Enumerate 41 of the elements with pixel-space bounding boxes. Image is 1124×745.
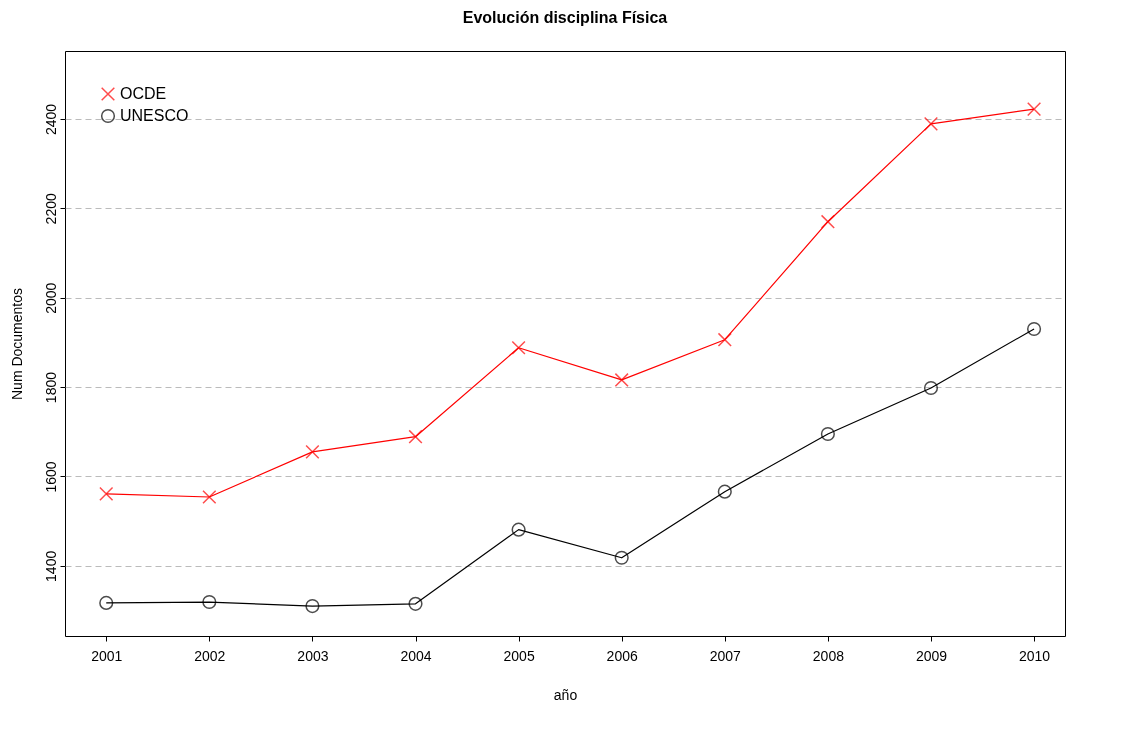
point <box>99 595 114 610</box>
point <box>717 484 732 499</box>
point <box>202 594 217 610</box>
legend-label: UNESCO <box>120 107 189 124</box>
y-tick-label: 2000 <box>42 282 59 314</box>
x-tick-label: 2008 <box>812 647 845 664</box>
x-tick-label: 2002 <box>194 647 226 664</box>
y-axis-title: Num Documentos <box>8 287 25 401</box>
x-tick-label: 2005 <box>503 647 535 664</box>
x-tick-label: 2006 <box>606 647 638 664</box>
x-tick-label: 2003 <box>297 647 329 664</box>
x-tick-label: 2007 <box>709 647 742 664</box>
point <box>511 340 526 355</box>
point <box>717 332 732 347</box>
x-axis-title: año <box>553 686 578 703</box>
legend-label: OCDE <box>120 85 167 102</box>
x-tick-label: 2010 <box>1018 647 1051 664</box>
point <box>305 444 320 459</box>
point <box>408 429 423 444</box>
y-tick-label: 1800 <box>42 371 59 404</box>
chart-title: Evolución disciplina Física <box>462 9 668 26</box>
point <box>614 550 629 565</box>
point <box>614 372 629 387</box>
point <box>99 486 114 501</box>
point <box>1027 321 1042 337</box>
point <box>511 522 526 537</box>
y-tick-label: 1400 <box>42 550 59 582</box>
point <box>408 596 423 611</box>
x-tick-label: 2001 <box>91 647 123 664</box>
y-tick-label: 2400 <box>42 103 59 136</box>
point <box>923 380 939 396</box>
y-tick-label: 2200 <box>42 193 59 225</box>
y-tick-label: 1600 <box>42 461 59 493</box>
point <box>305 598 320 614</box>
point <box>820 426 835 442</box>
point <box>202 489 217 505</box>
x-tick-label: 2004 <box>400 647 432 664</box>
point <box>1027 102 1042 117</box>
x-tick-label: 2009 <box>915 647 948 664</box>
point <box>923 116 939 131</box>
point <box>820 214 835 229</box>
